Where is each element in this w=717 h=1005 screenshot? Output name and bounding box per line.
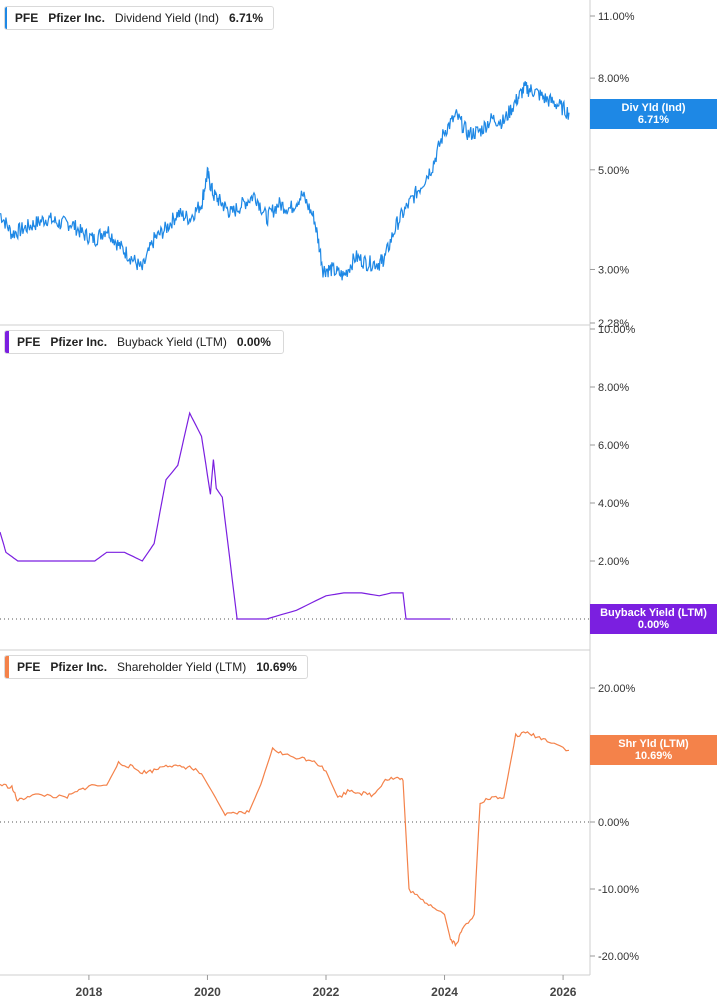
tag-label: Div Yld (Ind) xyxy=(621,102,686,114)
legend-value: 10.69% xyxy=(256,660,297,674)
y-tick-label: 8.00% xyxy=(598,73,629,85)
legend-ticker: PFE xyxy=(14,11,39,25)
y-tick-label: 0.00% xyxy=(598,817,629,829)
y-tick-label: 4.00% xyxy=(598,498,629,510)
legend-series-name: Shareholder Yield (LTM) xyxy=(117,660,247,674)
series-line xyxy=(0,411,451,620)
last-value-tag-shareholder: Shr Yld (LTM) 10.69% xyxy=(590,735,717,765)
legend-series-name: Dividend Yield (Ind) xyxy=(114,11,219,25)
tag-value: 10.69% xyxy=(634,750,673,762)
legend-value: 0.00% xyxy=(236,335,271,349)
legend-company: Pfizer Inc. xyxy=(48,11,105,25)
y-tick-label: 8.00% xyxy=(598,382,629,394)
y-tick-label: 6.00% xyxy=(598,440,629,452)
y-tick-label: 2.28% xyxy=(598,318,629,330)
series-line xyxy=(0,731,570,948)
y-tick-label: 20.00% xyxy=(598,683,636,695)
tag-value: 0.00% xyxy=(637,619,670,631)
tag-value: 6.71% xyxy=(637,114,670,126)
last-value-tag-dividend: Div Yld (Ind) 6.71% xyxy=(590,99,717,129)
last-value-tag-buyback: Buyback Yield (LTM) 0.00% xyxy=(590,604,717,634)
legend-company: Pfizer Inc. xyxy=(50,335,108,349)
legend-ticker: PFE xyxy=(17,335,41,349)
legend-shareholder-yield[interactable]: PFE Pfizer Inc. Shareholder Yield (LTM) … xyxy=(4,655,308,679)
series-swatch xyxy=(5,331,9,353)
x-tick-label: 2026 xyxy=(550,985,577,999)
y-tick-label: -20.00% xyxy=(598,951,639,963)
x-tick-label: 2022 xyxy=(313,985,340,999)
y-tick-label: 5.00% xyxy=(598,165,629,177)
x-tick-label: 2020 xyxy=(194,985,221,999)
legend-ticker: PFE xyxy=(17,660,41,674)
y-tick-label: 2.00% xyxy=(598,556,629,568)
tag-label: Buyback Yield (LTM) xyxy=(600,607,707,619)
y-tick-label: -10.00% xyxy=(598,884,639,896)
y-tick-label: 3.00% xyxy=(598,264,629,276)
series-line xyxy=(0,81,570,281)
legend-company: Pfizer Inc. xyxy=(50,660,108,674)
legend-value: 6.71% xyxy=(228,11,263,25)
x-tick-label: 2024 xyxy=(431,985,458,999)
y-tick-label: 11.00% xyxy=(598,11,635,23)
series-swatch xyxy=(5,656,9,678)
x-tick-label: 2018 xyxy=(76,985,103,999)
y-tick-label: 10.00% xyxy=(598,324,636,336)
tag-label: Shr Yld (LTM) xyxy=(618,738,689,750)
legend-dividend-yield[interactable]: PFE Pfizer Inc. Dividend Yield (Ind) 6.7… xyxy=(4,6,274,30)
legend-series-name: Buyback Yield (LTM) xyxy=(117,335,227,349)
series-swatch xyxy=(5,7,7,29)
legend-buyback-yield[interactable]: PFE Pfizer Inc. Buyback Yield (LTM) 0.00… xyxy=(4,330,284,354)
